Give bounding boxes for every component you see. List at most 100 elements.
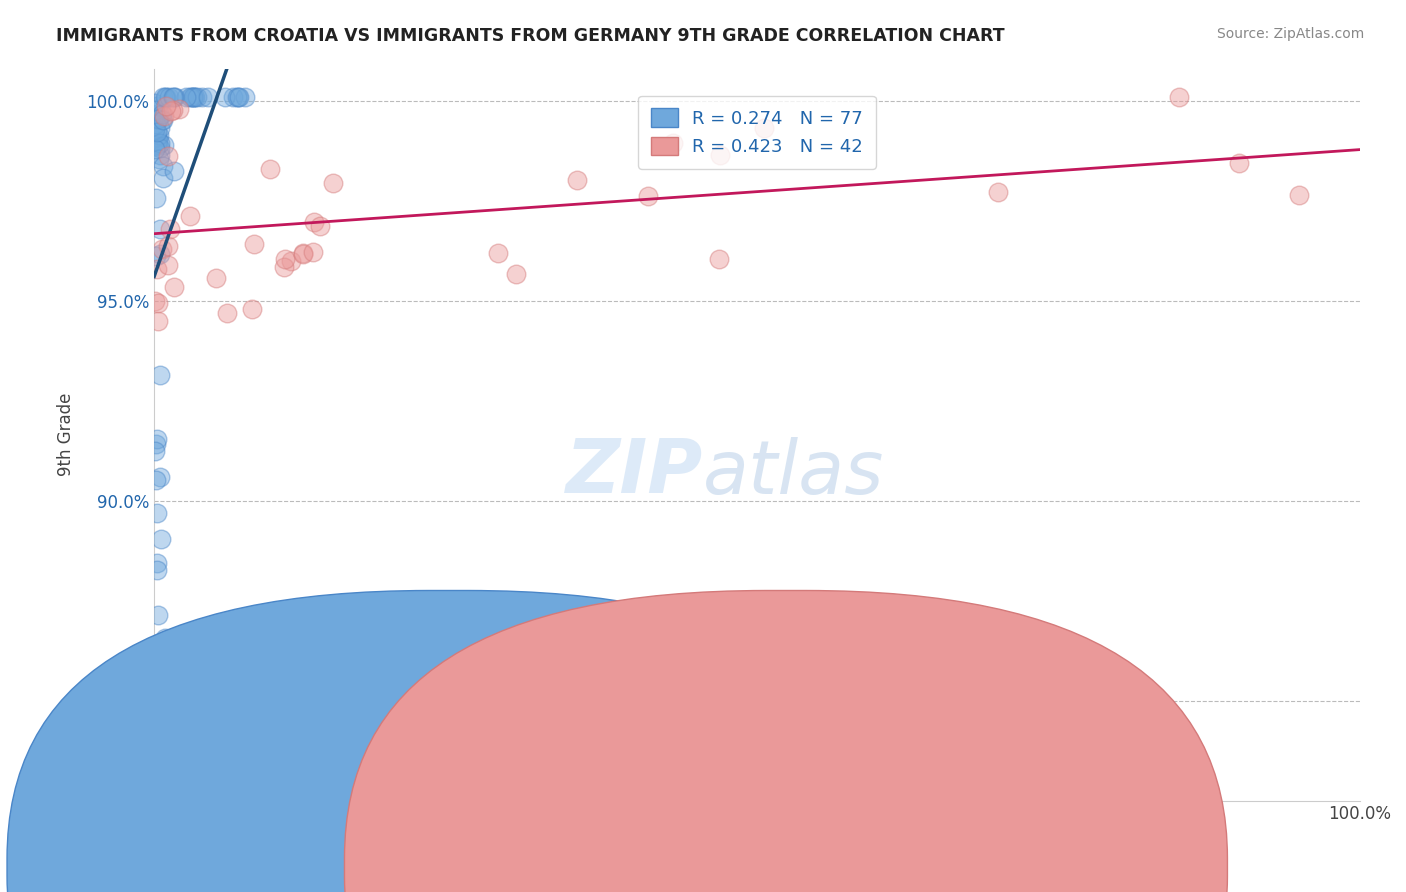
Text: Immigrants from Croatia: Immigrants from Croatia [475, 861, 664, 875]
Point [233, 89, 256, 103]
Point [159, 222, 181, 236]
Point [274, 252, 297, 267]
Point [146, 125, 169, 139]
Legend: R = 0.274   N = 77, R = 0.423   N = 42: R = 0.274 N = 77, R = 0.423 N = 42 [638, 95, 876, 169]
Point [143, 142, 166, 156]
Point [215, 306, 238, 320]
Point [322, 176, 344, 190]
Point [163, 279, 186, 293]
Point [150, 242, 173, 256]
Point [197, 89, 219, 103]
Point [145, 117, 167, 131]
Text: Source: ZipAtlas.com: Source: ZipAtlas.com [1216, 27, 1364, 41]
Point [1288, 187, 1310, 202]
Point [226, 89, 249, 103]
Point [150, 640, 173, 654]
Point [662, 136, 685, 151]
Point [152, 159, 174, 173]
Point [191, 89, 214, 103]
Point [150, 107, 173, 121]
Point [225, 89, 247, 103]
Point [987, 185, 1010, 199]
Point [204, 271, 226, 285]
Point [143, 103, 166, 117]
Point [183, 89, 205, 103]
Point [157, 89, 180, 103]
Point [146, 432, 169, 446]
Point [155, 99, 177, 113]
Point [156, 239, 179, 253]
Point [167, 102, 190, 116]
Point [149, 136, 172, 150]
Point [304, 214, 326, 228]
Point [153, 109, 176, 123]
Point [157, 258, 180, 272]
Point [148, 105, 170, 120]
Point [1227, 156, 1250, 170]
Point [152, 170, 174, 185]
Point [505, 267, 527, 281]
Point [146, 506, 169, 520]
Point [146, 656, 169, 670]
Point [149, 470, 172, 484]
Point [183, 89, 205, 103]
Point [143, 112, 166, 126]
Point [146, 133, 169, 147]
Point [301, 245, 323, 260]
Point [143, 108, 166, 122]
Point [228, 89, 250, 103]
Point [163, 163, 186, 178]
Point [152, 89, 174, 103]
Point [280, 253, 302, 268]
Point [181, 89, 204, 103]
Point [637, 189, 659, 203]
Point [143, 117, 166, 131]
Point [145, 473, 167, 487]
Point [180, 89, 202, 103]
Point [148, 707, 170, 722]
Point [148, 112, 170, 126]
Point [146, 130, 169, 145]
Point [153, 632, 176, 646]
Point [146, 607, 169, 622]
Point [162, 103, 184, 117]
Point [149, 532, 172, 546]
Point [179, 89, 201, 103]
Point [153, 657, 176, 672]
Point [145, 191, 167, 205]
Point [1167, 89, 1189, 103]
Point [143, 293, 166, 308]
Point [707, 252, 730, 266]
Y-axis label: 9th Grade: 9th Grade [58, 392, 75, 476]
Point [163, 89, 186, 103]
Point [149, 368, 172, 383]
Point [150, 113, 173, 128]
Point [153, 89, 176, 103]
Point [222, 89, 245, 103]
Point [152, 113, 174, 128]
Point [146, 137, 169, 152]
Point [156, 149, 179, 163]
Point [186, 89, 208, 103]
Point [145, 261, 167, 276]
Point [155, 89, 177, 103]
Point [146, 556, 169, 570]
Point [259, 162, 281, 177]
Point [149, 222, 172, 236]
Point [149, 147, 172, 161]
Point [565, 172, 588, 186]
Point [162, 89, 184, 103]
Point [146, 563, 169, 577]
Point [145, 436, 167, 450]
Point [146, 313, 169, 327]
Point [145, 249, 167, 263]
Point [165, 89, 187, 103]
Text: IMMIGRANTS FROM CROATIA VS IMMIGRANTS FROM GERMANY 9TH GRADE CORRELATION CHART: IMMIGRANTS FROM CROATIA VS IMMIGRANTS FR… [56, 27, 1005, 45]
Point [486, 246, 509, 260]
Point [143, 122, 166, 136]
Point [150, 698, 173, 713]
Point [145, 139, 167, 153]
Point [273, 260, 295, 274]
Point [146, 296, 169, 310]
Point [148, 128, 170, 143]
